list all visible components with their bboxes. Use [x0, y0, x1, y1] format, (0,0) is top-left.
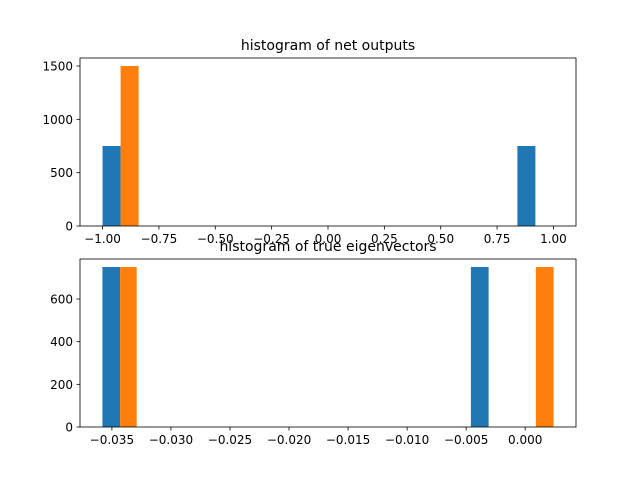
net-outputs-x-tick-label: −1.00: [84, 232, 121, 246]
true-eigenvectors-x-tick-label: −0.015: [326, 433, 370, 447]
net-outputs-x-tick-label: 0.75: [484, 232, 511, 246]
net-outputs-x-tick-label: −0.50: [197, 232, 234, 246]
net-outputs-bar-0: [102, 146, 121, 226]
true-eigenvectors-x-tick-label: −0.025: [208, 433, 252, 447]
true-eigenvectors-title: histogram of true eigenvectors: [219, 239, 436, 255]
true-eigenvectors-bar-3: [535, 267, 554, 427]
true-eigenvectors-x-tick-label: −0.010: [385, 433, 429, 447]
true-eigenvectors-bar-1: [470, 267, 489, 427]
true-eigenvectors-x-tick-label: 0.000: [508, 433, 542, 447]
net-outputs-bars: [102, 66, 536, 226]
true-eigenvectors-y-tick-label: 600: [50, 293, 73, 307]
net-outputs-x-tick-label: 0.50: [427, 232, 454, 246]
true-eigenvectors-axes-frame: [79, 258, 577, 428]
net-outputs-panel: histogram of net outputs −1.00 −0.75 −0.50…: [42, 38, 577, 246]
net-outputs-title: histogram of net outputs: [241, 38, 415, 54]
true-eigenvectors-x-tick-label: −0.020: [267, 433, 311, 447]
true-eigenvectors-x-tick-label: −0.005: [444, 433, 488, 447]
net-outputs-x-tick-label: −0.25: [253, 232, 290, 246]
net-outputs-bar-1: [517, 146, 536, 226]
net-outputs-x-tick-label: 1.00: [540, 232, 567, 246]
true-eigenvectors-y-tick-label: 200: [50, 378, 73, 392]
net-outputs-y-ticks: 0 500 1000 1500: [42, 60, 80, 234]
true-eigenvectors-bar-2: [120, 267, 137, 427]
net-outputs-x-tick-label: 0.25: [371, 232, 398, 246]
true-eigenvectors-panel: histogram of true eigenvectors −0.035 −0.…: [50, 239, 577, 447]
true-eigenvectors-bars: [102, 267, 554, 427]
net-outputs-y-tick-label: 1500: [42, 60, 73, 74]
true-eigenvectors-y-tick-label: 0: [65, 421, 73, 435]
net-outputs-x-tick-label: 0.00: [315, 232, 342, 246]
true-eigenvectors-x-ticks: −0.035 −0.030 −0.025 −0.020 −0.015 −0.010 −0.0…: [90, 427, 542, 447]
true-eigenvectors-y-tick-label: 400: [50, 335, 73, 349]
true-eigenvectors-x-tick-label: −0.030: [149, 433, 193, 447]
net-outputs-x-ticks: −1.00 −0.75 −0.50 −0.25 0.00 0.25 0.50 0.75 1.00: [84, 226, 567, 246]
true-eigenvectors-bar-0: [102, 267, 121, 427]
net-outputs-x-tick-label: −0.75: [141, 232, 178, 246]
net-outputs-y-tick-label: 0: [65, 220, 73, 234]
true-eigenvectors-x-tick-label: −0.035: [90, 433, 134, 447]
net-outputs-y-tick-label: 500: [50, 166, 73, 180]
net-outputs-bar-2: [120, 66, 139, 226]
net-outputs-y-tick-label: 1000: [42, 113, 73, 127]
true-eigenvectors-y-ticks: 0 200 400 600: [50, 293, 80, 435]
